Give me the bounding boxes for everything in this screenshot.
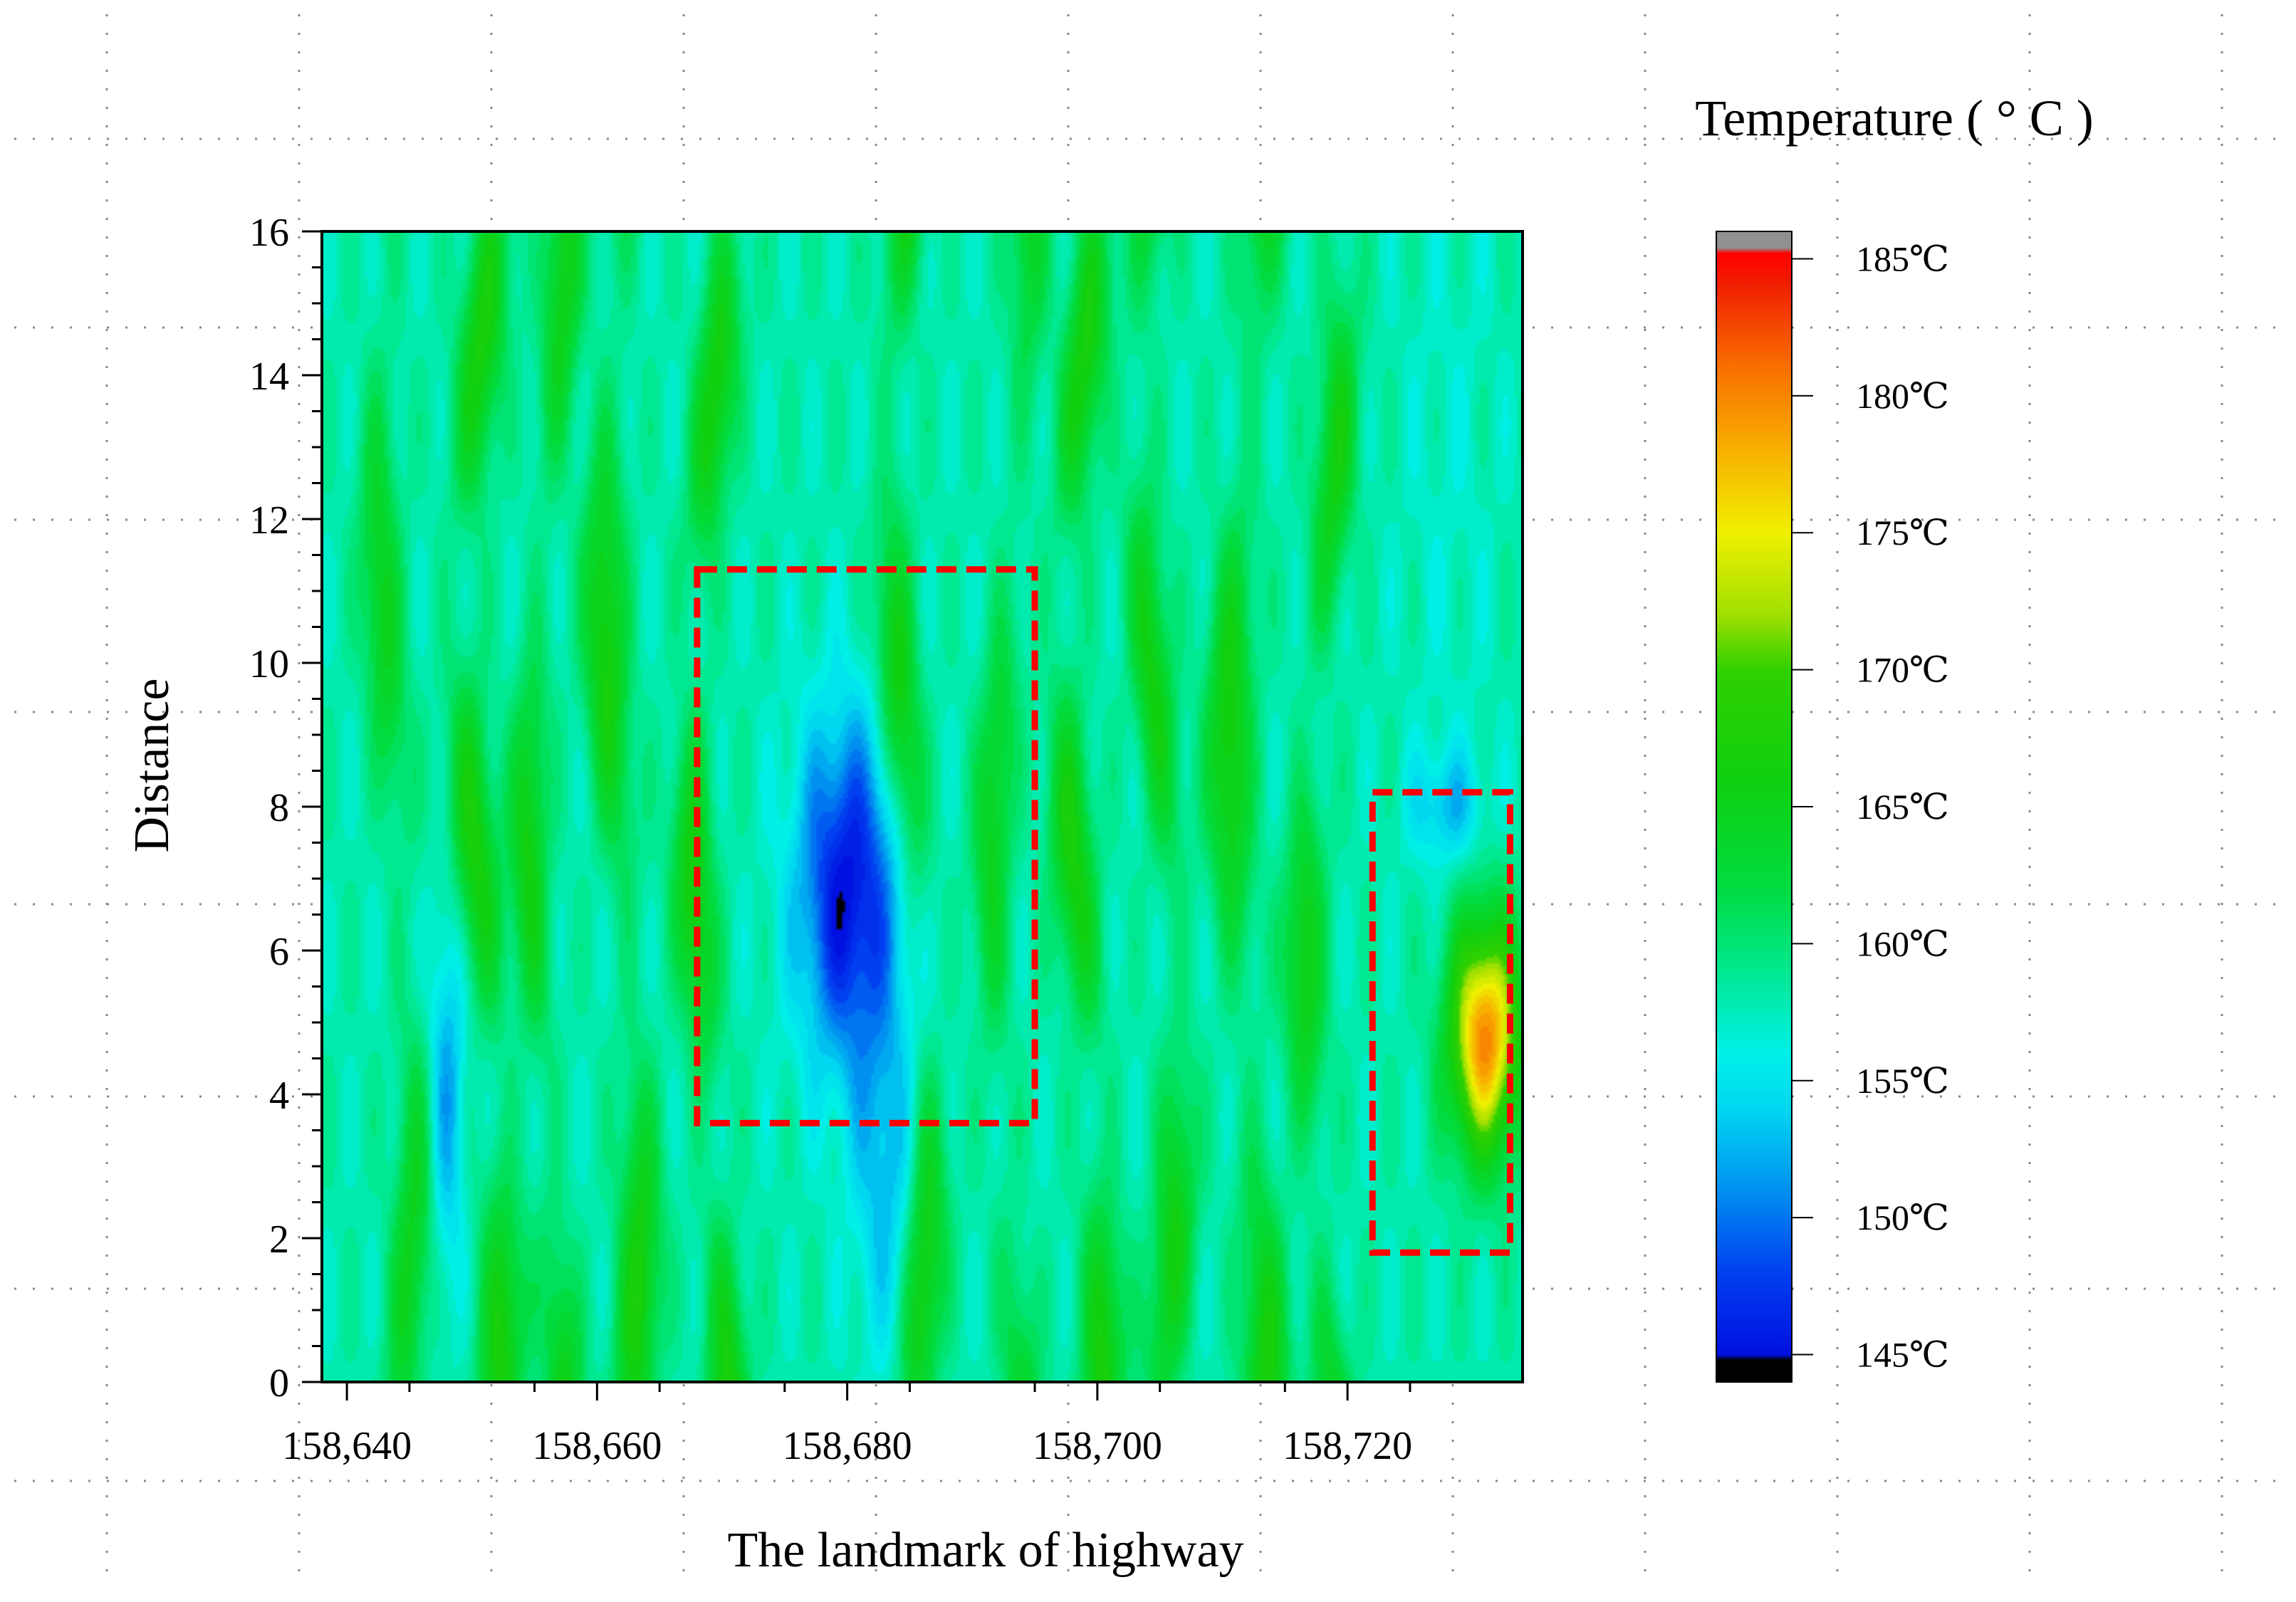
x-axis: 158,640 158,660 158,680 158,700 158,720	[282, 1382, 1412, 1468]
colorbar-tick-label: 185℃	[1856, 239, 1949, 278]
x-tick-label: 158,700	[1033, 1424, 1162, 1468]
colorbar-tick-label: 155℃	[1856, 1061, 1949, 1101]
colorbar-tick-label: 145℃	[1856, 1335, 1949, 1375]
y-axis-title: Distance	[125, 679, 179, 853]
colorbar: 185℃ 180℃ 175℃ 170℃ 165℃ 160℃ 155℃ 150℃ 145℃ Tem…	[1695, 90, 2094, 1383]
highlight-box	[1369, 789, 1513, 1256]
colorbar-tick-label: 175℃	[1856, 513, 1949, 553]
y-axis: 0 2 4 6 8 10 12 14 16	[249, 211, 322, 1405]
highlight-regions	[694, 566, 1513, 1256]
colorbar-tick-label: 150℃	[1856, 1198, 1949, 1237]
y-tick-label: 14	[249, 355, 289, 399]
x-tick-label: 158,680	[783, 1424, 912, 1468]
y-tick-label: 8	[269, 786, 289, 830]
x-tick-label: 158,720	[1283, 1424, 1412, 1468]
colorbar-gradient	[1716, 231, 1793, 1383]
colorbar-tick-label: 170℃	[1856, 650, 1949, 690]
highlight-box	[694, 566, 1038, 1126]
y-tick-label: 0	[269, 1361, 289, 1405]
y-tick-label: 6	[269, 930, 289, 974]
y-tick-label: 10	[249, 642, 289, 686]
colorbar-tick-label: 160℃	[1856, 923, 1949, 963]
colorbar-tick-label: 180℃	[1856, 376, 1949, 416]
colorbar-ticks: 185℃ 180℃ 175℃ 170℃ 165℃ 160℃ 155℃ 150℃ 145℃	[1792, 239, 1949, 1375]
y-tick-label: 16	[249, 211, 289, 255]
y-tick-label: 2	[269, 1218, 289, 1262]
colorbar-title: Temperature ( ° C )	[1695, 90, 2094, 147]
x-axis-title: The landmark of highway	[727, 1523, 1243, 1578]
y-tick-label: 12	[249, 498, 289, 543]
plot-area	[322, 231, 1523, 1382]
colorbar-tick-label: 165℃	[1856, 787, 1949, 827]
y-tick-label: 4	[269, 1074, 289, 1118]
x-tick-label: 158,660	[532, 1424, 662, 1468]
x-tick-label: 158,640	[282, 1424, 412, 1468]
temperature-heatmap	[322, 231, 1523, 1382]
